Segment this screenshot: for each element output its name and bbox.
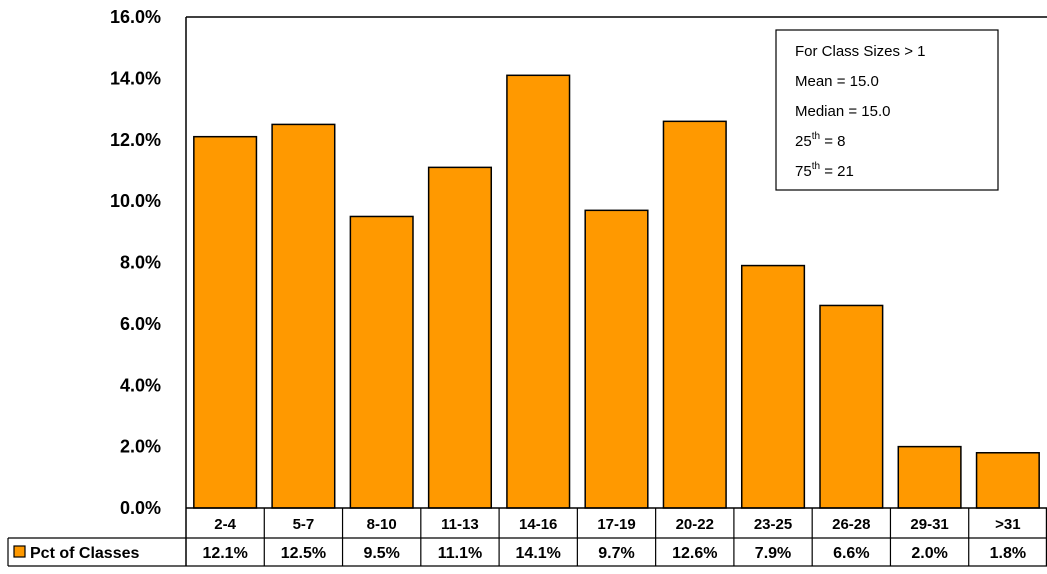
- stats-25th-base: 25: [795, 133, 812, 150]
- stats-line-75th: 75th = 21: [795, 161, 854, 180]
- series-label: Pct of Classes: [30, 545, 139, 562]
- x-category-label: 26-28: [832, 516, 870, 533]
- x-category-label: 17-19: [597, 516, 635, 533]
- stats-75th-base: 75: [795, 163, 812, 180]
- bar: [662, 120, 727, 509]
- stats-annotation: For Class Sizes > 1 Mean = 15.0 Median =…: [775, 29, 999, 191]
- bar: [271, 123, 336, 509]
- table-value: 12.1%: [202, 545, 247, 562]
- bar: [584, 209, 649, 509]
- y-tick-label: 16.0%: [110, 7, 161, 27]
- y-tick-label: 4.0%: [120, 375, 161, 395]
- bar: [193, 135, 258, 509]
- table-value: 6.6%: [833, 545, 869, 562]
- x-category-label: 20-22: [676, 516, 714, 533]
- x-category-label: >31: [995, 516, 1020, 533]
- y-tick-label: 8.0%: [120, 253, 161, 273]
- table-value: 12.5%: [281, 545, 326, 562]
- y-tick-label: 6.0%: [120, 314, 161, 334]
- stats-line-mean: Mean = 15.0: [795, 73, 879, 90]
- table-value: 9.5%: [363, 545, 399, 562]
- x-category-label: 2-4: [214, 516, 236, 533]
- legend-swatch: [13, 545, 26, 558]
- stats-line-25th: 25th = 8: [795, 131, 845, 150]
- table-value: 1.8%: [990, 545, 1026, 562]
- stats-25th-sup: th: [812, 131, 820, 142]
- table-value: 11.1%: [438, 545, 482, 562]
- bars: [193, 74, 1040, 509]
- table-value: 7.9%: [755, 545, 791, 562]
- stats-annotation-border: [775, 29, 999, 191]
- table-value: 2.0%: [911, 545, 947, 562]
- bar: [819, 304, 884, 509]
- x-category-label: 8-10: [367, 516, 397, 533]
- y-tick-label: 14.0%: [110, 68, 161, 88]
- y-tick-label: 0.0%: [120, 498, 161, 518]
- data-table: 2-4 12.1% 5-7 12.5% 8-10 9.5% 11-13 11.1% 14-16 1…: [7, 508, 1047, 567]
- x-category-label: 14-16: [519, 516, 557, 533]
- y-tick-label: 2.0%: [120, 437, 161, 457]
- bar: [740, 264, 806, 509]
- table-value: 9.7%: [598, 545, 634, 562]
- stats-25th-value: = 8: [820, 133, 845, 150]
- axes: [185, 16, 1047, 566]
- x-category-label: 29-31: [910, 516, 948, 533]
- y-tick-label: 10.0%: [110, 191, 161, 211]
- bar: [349, 215, 414, 509]
- x-category-label: 23-25: [754, 516, 792, 533]
- table-value: 12.6%: [672, 545, 717, 562]
- stats-line-median: Median = 15.0: [795, 103, 891, 120]
- bar: [506, 74, 571, 509]
- stats-line-class-sizes: For Class Sizes > 1: [795, 43, 925, 60]
- y-axis-tick-labels: 0.0% 2.0% 4.0% 6.0% 8.0% 10.0% 12.0% 14.0% 16.0%: [110, 7, 161, 518]
- x-category-label: 11-13: [441, 516, 479, 533]
- bar: [897, 445, 962, 509]
- x-category-label: 5-7: [293, 516, 315, 533]
- y-tick-label: 12.0%: [110, 130, 161, 150]
- stats-75th-sup: th: [812, 161, 820, 172]
- stats-75th-value: = 21: [820, 163, 854, 180]
- bar: [975, 452, 1040, 509]
- bar: [427, 166, 493, 509]
- table-value: 14.1%: [516, 545, 561, 562]
